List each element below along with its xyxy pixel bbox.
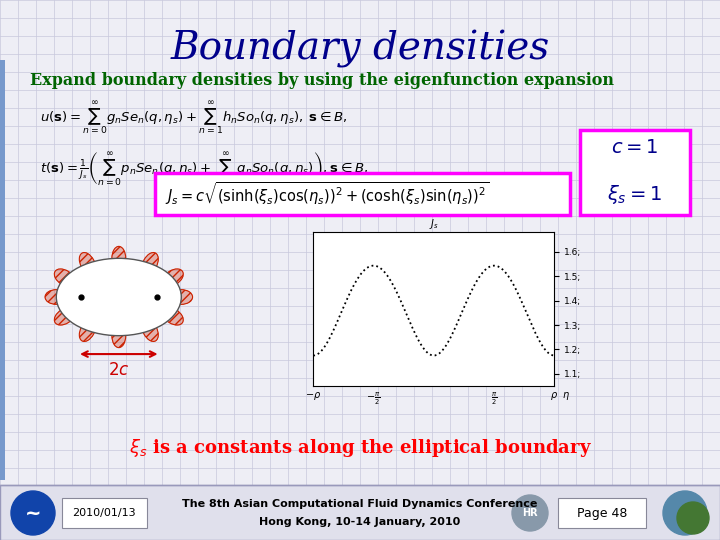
Text: $-\frac{\pi}{2}$: $-\frac{\pi}{2}$ bbox=[366, 390, 381, 407]
Ellipse shape bbox=[170, 289, 192, 305]
Text: Page 48: Page 48 bbox=[577, 507, 627, 519]
Bar bbox=[155, 173, 570, 215]
Ellipse shape bbox=[56, 258, 181, 336]
Bar bbox=[62, 498, 147, 528]
Ellipse shape bbox=[112, 246, 126, 271]
Text: $c = 1$: $c = 1$ bbox=[611, 139, 659, 157]
Text: $\xi_s = 1$: $\xi_s = 1$ bbox=[608, 184, 662, 206]
Bar bbox=[0, 485, 720, 540]
Ellipse shape bbox=[54, 269, 75, 286]
Text: $t(\mathbf{s}) = \frac{1}{J_s}\left(\sum_{n=0}^{\infty} p_n Se_n(q,\eta_s) + \su: $t(\mathbf{s}) = \frac{1}{J_s}\left(\sum… bbox=[40, 150, 368, 187]
Ellipse shape bbox=[79, 253, 96, 274]
Text: ~: ~ bbox=[24, 503, 41, 523]
Text: 2010/01/13: 2010/01/13 bbox=[72, 508, 136, 518]
Ellipse shape bbox=[163, 269, 184, 286]
Text: $\xi_s$ is a constants along the elliptical boundary: $\xi_s$ is a constants along the ellipti… bbox=[129, 437, 591, 459]
Ellipse shape bbox=[45, 289, 68, 305]
Ellipse shape bbox=[54, 308, 75, 325]
Bar bbox=[580, 130, 690, 215]
Text: $-\rho$: $-\rho$ bbox=[305, 390, 321, 402]
Text: $\eta$: $\eta$ bbox=[562, 390, 570, 402]
Text: $2c$: $2c$ bbox=[108, 361, 130, 380]
Circle shape bbox=[663, 491, 707, 535]
Text: $J_s$: $J_s$ bbox=[429, 218, 438, 232]
Circle shape bbox=[512, 495, 548, 531]
Ellipse shape bbox=[79, 320, 96, 341]
Text: Expand boundary densities by using the eigenfunction expansion: Expand boundary densities by using the e… bbox=[30, 72, 614, 89]
Text: $\rho$: $\rho$ bbox=[550, 390, 559, 402]
Text: $J_s = c\sqrt{(\sinh(\xi_s)\cos(\eta_s))^2 + (\cosh(\xi_s)\sin(\eta_s))^2}$: $J_s = c\sqrt{(\sinh(\xi_s)\cos(\eta_s))… bbox=[165, 180, 489, 207]
Bar bbox=[558, 498, 646, 528]
Ellipse shape bbox=[112, 323, 126, 348]
Text: Boundary densities: Boundary densities bbox=[171, 30, 549, 68]
Bar bbox=[0, 60, 5, 480]
Ellipse shape bbox=[142, 253, 158, 274]
Text: HR: HR bbox=[522, 508, 538, 518]
Ellipse shape bbox=[163, 308, 184, 325]
Text: $u(\mathbf{s}) = \sum_{n=0}^{\infty} g_n Se_n(q,\eta_s) + \sum_{n=1}^{\infty} h_: $u(\mathbf{s}) = \sum_{n=0}^{\infty} g_n… bbox=[40, 100, 348, 138]
Circle shape bbox=[677, 502, 709, 534]
Circle shape bbox=[11, 491, 55, 535]
Text: Hong Kong, 10-14 January, 2010: Hong Kong, 10-14 January, 2010 bbox=[259, 517, 461, 527]
Text: The 8th Asian Computational Fluid Dynamics Conference: The 8th Asian Computational Fluid Dynami… bbox=[182, 499, 538, 509]
Text: $\frac{\pi}{2}$: $\frac{\pi}{2}$ bbox=[491, 390, 498, 407]
Ellipse shape bbox=[142, 320, 158, 341]
